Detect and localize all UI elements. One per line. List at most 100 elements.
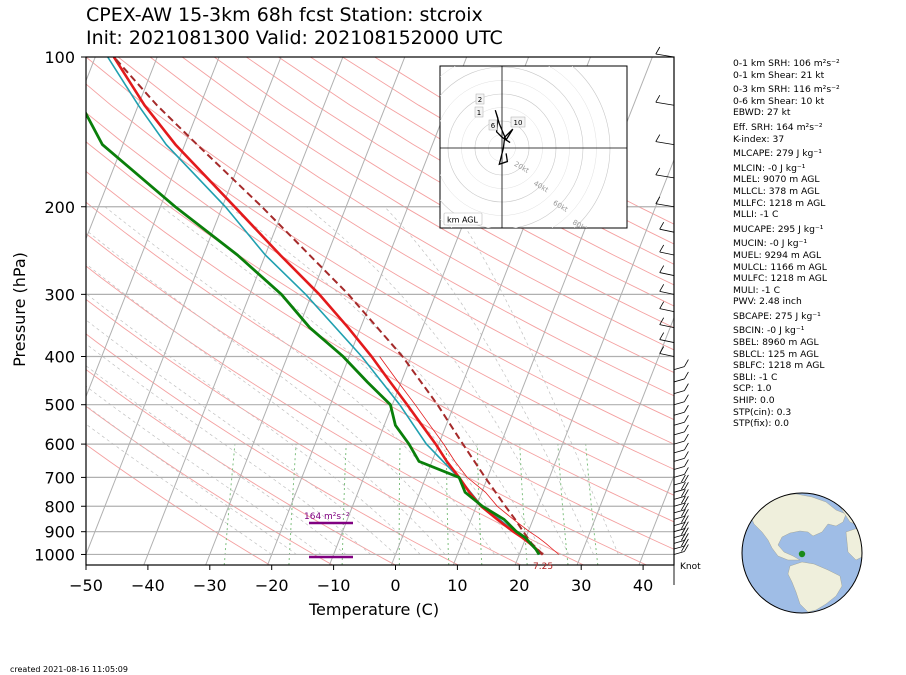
x-tick-label: −50 (69, 576, 103, 595)
wind-barb (673, 502, 689, 514)
y-tick-label: 600 (44, 435, 75, 454)
isotherm (86, 57, 220, 398)
x-tick-label: −30 (193, 576, 227, 595)
dry-adiabat (213, 57, 674, 329)
param-stp-fix: STP(fix): 0.0 (733, 418, 790, 430)
wind-barb (659, 284, 675, 295)
wind-barb (655, 167, 675, 179)
mixing-ratio-line (398, 444, 401, 565)
param-mlcin: MLCIN: -0 J kg⁻¹ (733, 162, 806, 174)
y-tick-label: 900 (44, 523, 75, 542)
created-timestamp: created 2021-08-16 11:05:09 (10, 665, 128, 674)
param-eff-srh: Eff. SRH: 164 m²s⁻² (733, 121, 823, 133)
wind-barb (673, 467, 689, 478)
dry-adiabat (246, 57, 674, 307)
mixing-ratio-line (288, 444, 297, 565)
hodograph-height-label: 10 (514, 119, 523, 127)
mixing-ratio-line (223, 444, 236, 565)
moist-adiabat (86, 263, 446, 555)
x-tick-label: −10 (317, 576, 351, 595)
wind-barb (659, 265, 675, 276)
wind-barb (673, 405, 689, 416)
wind-barb (673, 424, 689, 436)
param-shear-06: 0-6 km Shear: 10 kt (733, 95, 825, 107)
param-sblcl: SBLCL: 125 m AGL (733, 348, 819, 360)
y-tick-label: 700 (44, 468, 75, 487)
isotherm (576, 316, 674, 565)
hodograph-height-box (488, 119, 498, 131)
x-tick-label: −20 (255, 576, 289, 595)
mixing-ratio-line (476, 444, 483, 565)
param-mllfc: MLLFC: 1218 m AGL (733, 197, 826, 209)
wind-barb (659, 317, 675, 329)
mixing-ratio-line (341, 444, 347, 565)
isotherm (143, 57, 344, 565)
hodograph-height-label: 2 (478, 96, 482, 104)
moist-adiabat (161, 206, 520, 555)
wind-barb (673, 442, 689, 454)
dry-adiabat (86, 170, 674, 523)
globe-outline (741, 492, 863, 614)
x-tick-label: 40 (633, 576, 653, 595)
dry-adiabat (86, 405, 333, 565)
moist-adiabat (104, 206, 495, 555)
param-sbcin: SBCIN: -0 J kg⁻¹ (733, 325, 805, 337)
globe-land-south-america (787, 561, 843, 613)
wind-barb (673, 383, 689, 395)
y-tick-label: 200 (44, 198, 75, 217)
wind-barb (673, 533, 689, 544)
x-tick-label: −40 (131, 576, 165, 595)
x-tick-label: 20 (509, 576, 529, 595)
title-line-2: Init: 2021081300 Valid: 202108152000 UTC (86, 27, 503, 49)
mixing-ratio-line (519, 444, 528, 565)
wind-barb (659, 244, 675, 256)
dry-adiabat (86, 333, 459, 565)
x-axis-label: Temperature (C) (309, 600, 440, 619)
y-tick-label: 300 (44, 285, 75, 304)
y-tick-label: 800 (44, 497, 75, 516)
param-sblfc: SBLFC: 1218 m AGL (733, 360, 825, 372)
moist-adiabat (306, 206, 570, 555)
wind-barb (673, 415, 689, 426)
isotherm (205, 57, 406, 565)
hodograph-height-box (475, 93, 485, 105)
hodograph-height-box (474, 106, 484, 118)
parcel-profile (113, 57, 544, 556)
title-line-1: CPEX-AW 15-3km 68h fcst Station: stcroix (86, 4, 483, 26)
wind-barb (673, 394, 689, 406)
hodograph-height-box (510, 116, 526, 128)
dry-adiabat (86, 57, 674, 421)
sounding-parameters: 0-1 km SRH: 106 m²s⁻² 0-1 km Shear: 21 k… (733, 58, 840, 430)
hodograph-height-label: 6 (491, 122, 496, 130)
x-tick-label: 30 (571, 576, 591, 595)
moist-adiabat (452, 206, 619, 555)
param-mlel: MLEL: 9070 m AGL (733, 174, 820, 186)
dry-adiabat (86, 233, 647, 565)
wind-barb (659, 221, 675, 233)
wind-barb (673, 515, 689, 526)
param-sbcape: SBCAPE: 275 J kg⁻¹ (733, 310, 821, 322)
wind-barb (655, 46, 675, 58)
param-mlcape: MLCAPE: 279 J kg⁻¹ (733, 148, 822, 160)
wind-barb (673, 489, 689, 500)
dry-adiabat (278, 57, 674, 286)
temperature-profile (112, 57, 544, 556)
srh-annotation: 164 m²s⁻² 7.25 (304, 512, 553, 572)
wind-barb (673, 509, 689, 520)
isotherm (638, 474, 674, 565)
wind-barb (673, 496, 689, 507)
dry-adiabat (86, 298, 522, 565)
dewpoint-profile (86, 110, 541, 556)
mixing-ratio-line (585, 444, 599, 565)
wind-barb (673, 451, 689, 462)
wind-barb (659, 332, 675, 343)
param-pwv: PWV: 2.48 inch (733, 296, 802, 308)
mixing-ratio-line (557, 444, 569, 565)
param-ship: SHIP: 0.0 (733, 395, 775, 407)
isotherm (514, 158, 674, 565)
isotherm (86, 57, 158, 241)
dry-adiabat (86, 141, 674, 496)
sfc-label: 7.25 (533, 562, 553, 572)
wind-barb (659, 346, 675, 357)
